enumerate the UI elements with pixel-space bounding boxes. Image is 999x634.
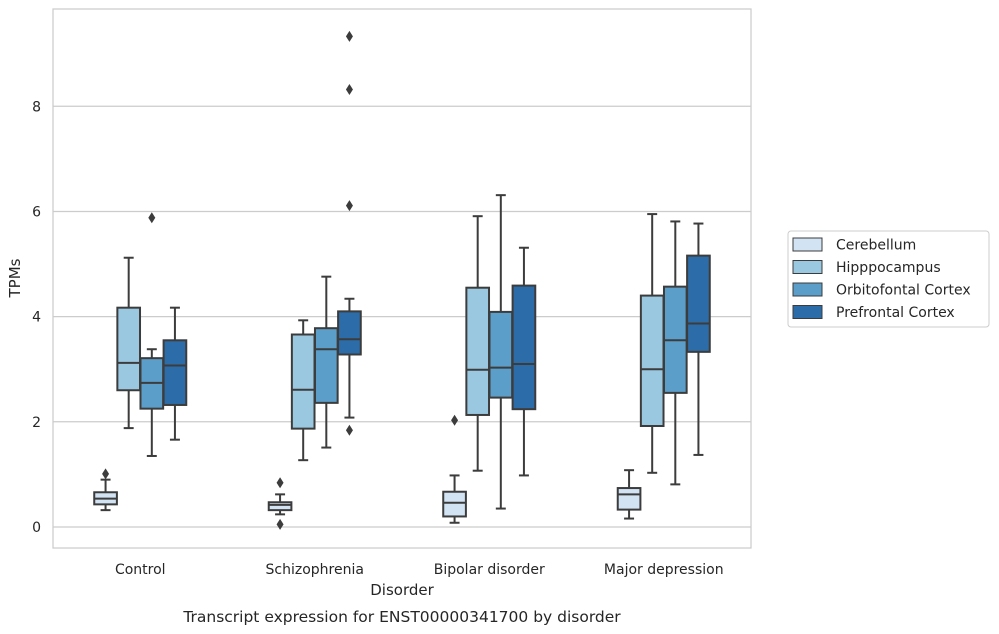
box [639, 294, 665, 428]
plot-frame [52, 8, 752, 549]
legend-swatch [792, 282, 823, 297]
gridlines [53, 105, 751, 528]
box-group [139, 212, 165, 457]
box-group [337, 30, 362, 436]
box-group [313, 275, 339, 449]
outlier-point [345, 83, 353, 95]
box-group [511, 246, 537, 477]
legend: Cerebellum Hipppocampus Orbitofontal Corte… [787, 230, 990, 328]
y-tick-label: 0 [32, 520, 41, 536]
outlier-point [345, 30, 353, 42]
box [616, 487, 642, 511]
legend-label: Cerebellum [836, 238, 916, 254]
outlier-point [148, 212, 156, 224]
y-axis-title: TPMs [6, 258, 24, 298]
box [116, 306, 142, 392]
box-plots [93, 30, 711, 530]
legend-label: Hipppocampus [836, 260, 941, 276]
legend-frame [787, 230, 990, 328]
outlier-point [102, 468, 110, 480]
figure-caption: Transcript expression for ENST0000034170… [182, 608, 621, 626]
box-group [267, 477, 293, 530]
box [162, 339, 188, 406]
plot-area [53, 9, 751, 548]
y-tick-label: 6 [32, 204, 41, 220]
box-group [442, 414, 467, 524]
box [442, 490, 467, 518]
box [267, 501, 293, 512]
y-tick-label: 4 [32, 310, 41, 326]
outlier-point [345, 424, 353, 436]
outlier-point [345, 200, 353, 212]
y-tick-label: 2 [32, 415, 41, 431]
y-tick-label: 8 [32, 99, 41, 115]
box [488, 310, 514, 399]
box-group [162, 306, 188, 441]
x-tick-label: Major depression [604, 562, 724, 578]
box [313, 327, 339, 404]
y-axis-ticks: 0 2 4 6 8 [32, 99, 41, 536]
x-tick-label: Bipolar disorder [434, 562, 545, 578]
legend-swatch [792, 260, 823, 274]
box-group [465, 215, 491, 472]
box-group [616, 469, 642, 520]
outlier-point [276, 477, 284, 489]
outlier-point [451, 414, 459, 426]
legend-label: Orbitofontal Cortex [836, 283, 971, 299]
legend-swatch [792, 305, 823, 319]
box-group [686, 222, 711, 456]
x-axis-ticks: Control Schizophrenia Bipolar disorder Majo… [115, 562, 724, 578]
x-axis-title: Disorder [370, 581, 434, 599]
x-tick-label: Schizophrenia [266, 562, 364, 578]
box [290, 333, 316, 430]
box-group [116, 256, 142, 430]
box [337, 310, 362, 356]
box-group [93, 468, 118, 512]
box [511, 284, 537, 411]
box [465, 286, 491, 416]
box [686, 254, 711, 353]
outlier-point [276, 518, 284, 530]
legend-swatch [792, 237, 823, 252]
legend-label: Prefrontal Cortex [836, 305, 955, 321]
x-tick-label: Control [115, 562, 166, 578]
